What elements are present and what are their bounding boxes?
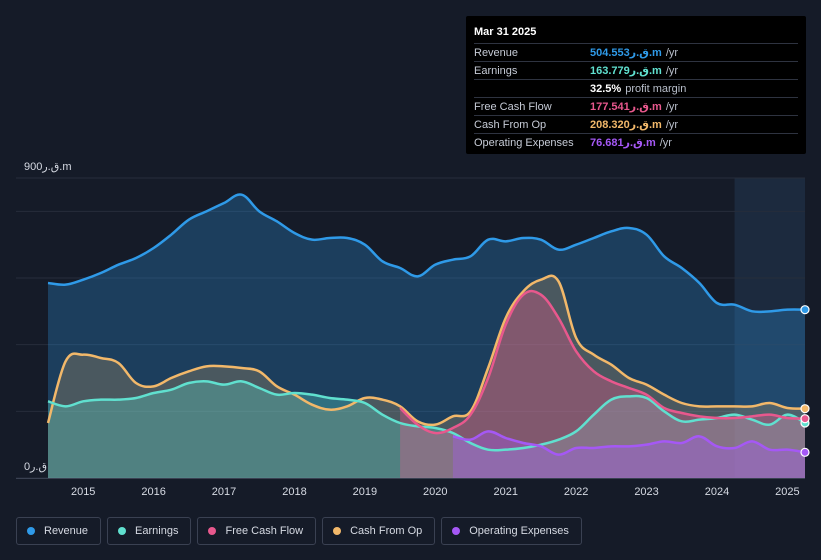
operating-expenses-end-marker	[800, 447, 810, 457]
cash-from-op-line	[46, 274, 806, 427]
legend-dot-icon	[27, 527, 35, 535]
tooltip-row-label: Revenue	[474, 46, 519, 59]
tooltip-row: Revenue 504.553ق.ر.m/yr	[474, 43, 798, 61]
tooltip-row: Cash From Op 208.320ق.ر.m/yr	[474, 115, 798, 133]
x-tick-label: 2025	[775, 486, 799, 498]
tooltip-row: Earnings 163.779ق.ر.m/yr	[474, 61, 798, 79]
free-cash-flow-end-marker	[800, 414, 810, 424]
free-cash-flow-line	[399, 289, 806, 435]
y-axis-top-label: 900ق.ر.m	[24, 161, 72, 173]
tooltip-row: 32.5% profit margin	[474, 79, 798, 97]
tooltip-row-label: Cash From Op	[474, 118, 547, 131]
cash-from-op-end-marker	[800, 404, 810, 414]
revenue-end-marker	[800, 305, 810, 315]
chart-grid	[16, 177, 805, 479]
tooltip-row-value: 163.779ق.ر.m	[590, 65, 662, 77]
tooltip-row-unit: /yr	[665, 46, 679, 59]
tooltip-row-unit: /yr	[665, 100, 679, 113]
operating-expenses-area	[452, 431, 805, 478]
tooltip-row-unit: profit margin	[625, 82, 687, 95]
tooltip-row: Free Cash Flow 177.541ق.ر.m/yr	[474, 97, 798, 115]
y-axis-bottom-label: 0ق.ر	[24, 461, 47, 473]
tooltip-row-label: Free Cash Flow	[474, 100, 552, 113]
x-tick-label: 2019	[353, 486, 377, 498]
legend-dot-icon	[118, 527, 127, 535]
data-tooltip: Mar 31 2025 Revenue 504.553ق.ر.m/yr Earnin…	[466, 16, 806, 154]
legend-label: Cash From Op	[350, 525, 423, 537]
legend-item-operating-expenses[interactable]: Operating Expenses	[441, 517, 582, 545]
chart-lines	[46, 193, 806, 456]
tooltip-row-value: 32.5%	[590, 82, 622, 95]
legend-item-earnings[interactable]: Earnings	[107, 517, 192, 545]
recent-period-highlight	[734, 178, 805, 478]
tooltip-row-value: 208.320ق.ر.m	[590, 119, 662, 131]
operating-expenses-line	[452, 430, 806, 456]
x-tick-label: 2020	[423, 486, 447, 498]
x-tick-label: 2021	[493, 486, 517, 498]
tooltip-date: Mar 31 2025	[474, 26, 537, 38]
legend-label: Revenue	[44, 525, 89, 537]
tooltip-row-unit: /yr	[659, 136, 672, 149]
x-tick-label: 2022	[564, 486, 588, 498]
legend-dot-icon	[333, 527, 342, 535]
tooltip-row-value: 177.541ق.ر.m	[590, 101, 662, 113]
legend-label: Free Cash Flow	[225, 525, 304, 537]
tooltip-row-label: Operating Expenses	[474, 136, 574, 149]
x-tick-label: 2018	[282, 486, 306, 498]
chart-legend: Revenue Earnings Free Cash Flow Cash From O…	[16, 517, 582, 545]
earnings-line	[47, 380, 806, 452]
cash-from-op-area	[48, 275, 805, 478]
x-tick-label: 2015	[71, 486, 95, 498]
legend-item-free-cash-flow[interactable]: Free Cash Flow	[197, 517, 317, 545]
legend-item-cash-from-op[interactable]: Cash From Op	[322, 517, 436, 545]
tooltip-row-unit: /yr	[665, 64, 679, 77]
x-tick-label: 2024	[705, 486, 729, 498]
revenue-area	[48, 194, 805, 479]
tooltip-row-label: Earnings	[474, 64, 518, 77]
x-tick-label: 2017	[212, 486, 236, 498]
chart-axes: 900ق.ر.m 0ق.ر 2015 2016 2017 2018 2019 2020 2021…	[16, 161, 805, 498]
tooltip-rows: Revenue 504.553ق.ر.m/yr Earnings 163.779ق.ر…	[474, 43, 798, 151]
legend-item-revenue[interactable]: Revenue	[16, 517, 102, 545]
tooltip-row: Operating Expenses 76.681ق.ر.m/yr	[474, 133, 798, 151]
chart-areas	[48, 194, 805, 479]
legend-label: Operating Expenses	[469, 525, 569, 537]
legend-dot-icon	[452, 527, 461, 535]
x-tick-label: 2023	[634, 486, 658, 498]
x-tick-label: 2016	[141, 486, 165, 498]
legend-dot-icon	[208, 527, 217, 535]
chart-end-markers	[800, 305, 810, 457]
revenue-line	[47, 193, 806, 314]
legend-label: Earnings	[135, 525, 179, 537]
tooltip-row-unit: /yr	[665, 118, 679, 131]
tooltip-row-value: 504.553ق.ر.m	[590, 47, 662, 59]
tooltip-row-value: 76.681ق.ر.m	[590, 137, 656, 149]
